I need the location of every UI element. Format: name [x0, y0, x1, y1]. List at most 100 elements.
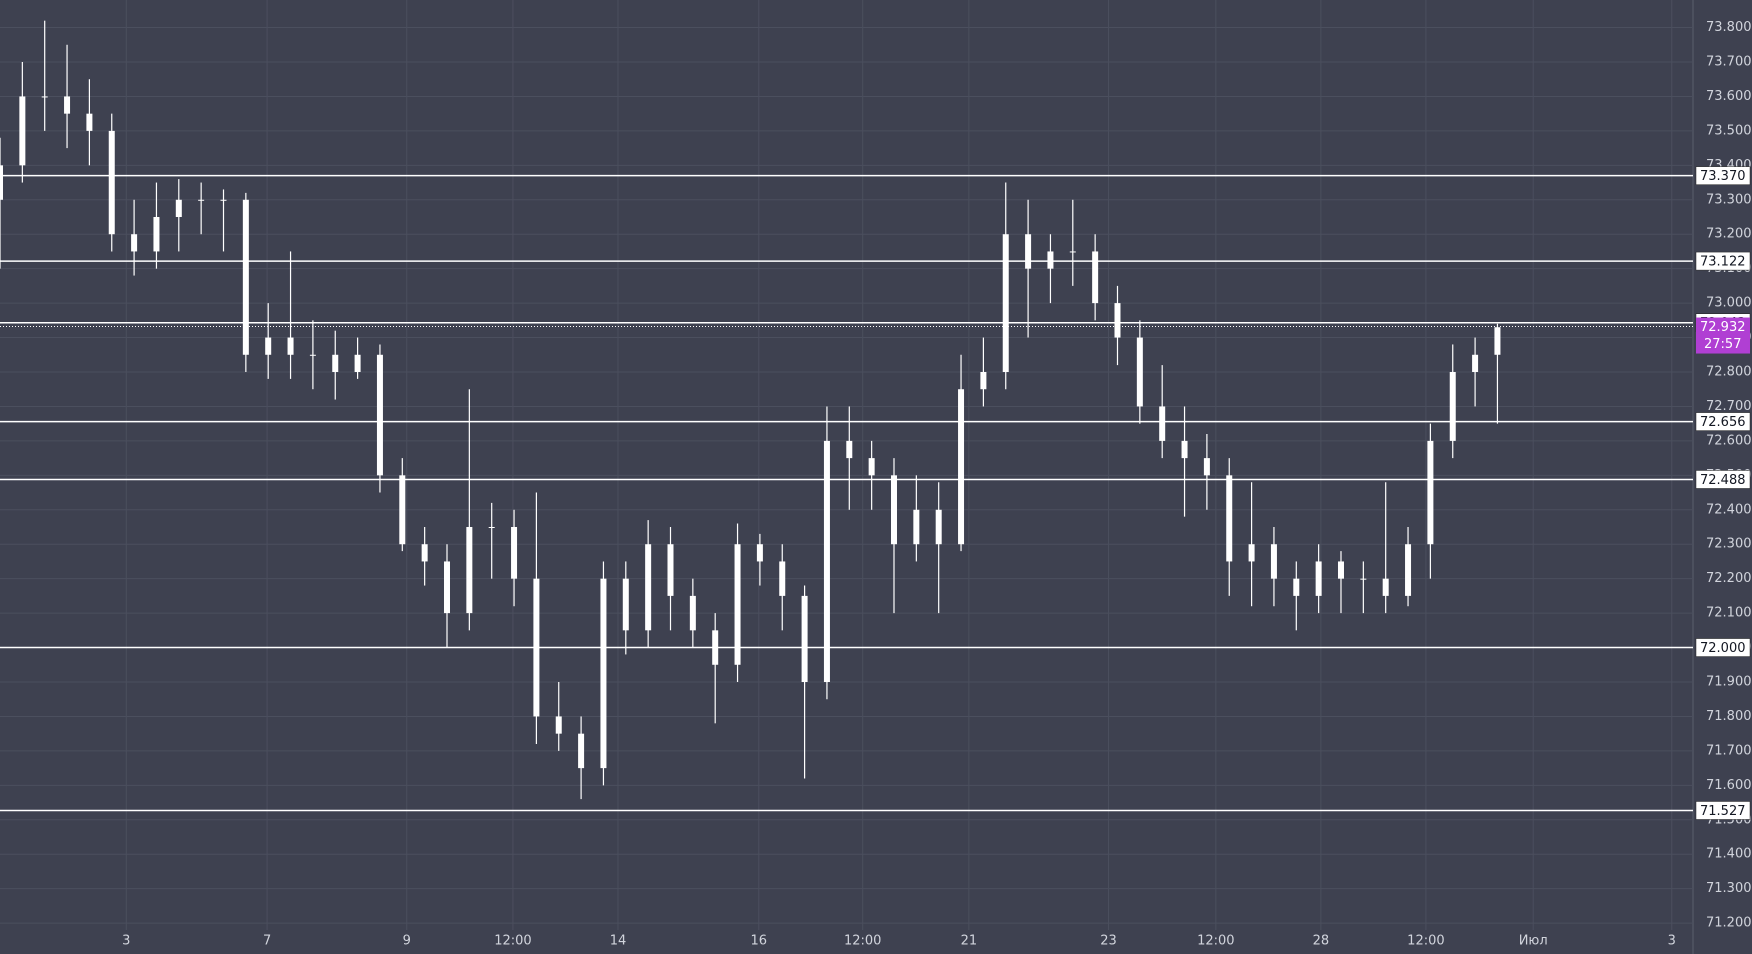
candle-body	[980, 372, 987, 390]
x-tick-label: 12:00	[1407, 934, 1444, 949]
candle-body	[108, 130, 115, 235]
candle-body	[488, 527, 495, 528]
candle-body	[332, 354, 339, 372]
y-tick-label: 71.200	[1706, 916, 1752, 931]
candle-body	[779, 561, 786, 596]
candle-body	[1494, 327, 1501, 355]
y-tick-label: 73.600	[1706, 89, 1752, 104]
y-tick-label: 72.700	[1706, 399, 1752, 414]
candle-body	[1047, 251, 1054, 269]
candle-body	[578, 733, 585, 769]
candle-body	[1114, 303, 1121, 338]
candle-body	[1025, 234, 1032, 269]
candle-body	[175, 199, 182, 217]
candle-body	[1449, 372, 1456, 441]
y-tick-label: 73.000	[1706, 296, 1752, 311]
candle-body	[1427, 440, 1434, 545]
candle-body	[287, 337, 294, 355]
candle-body	[0, 165, 3, 200]
x-tick-label: 9	[403, 934, 411, 949]
candle-body	[1270, 544, 1277, 579]
candle-body	[41, 96, 48, 98]
level-label-box	[1695, 251, 1751, 271]
candle-body	[1248, 544, 1255, 562]
level-label: 72.000	[1700, 641, 1746, 656]
countdown-label: 27:57	[1704, 337, 1741, 352]
candle-body	[153, 217, 160, 252]
level-label-box	[1695, 470, 1751, 489]
candle-body	[801, 595, 808, 682]
y-tick-label: 71.900	[1706, 675, 1752, 690]
candle-body	[1181, 440, 1188, 459]
candle-body	[1002, 234, 1009, 372]
x-tick-label: 7	[263, 934, 271, 949]
level-label-box	[1695, 638, 1751, 657]
x-tick-label: 21	[961, 934, 978, 949]
x-tick-label: 3	[122, 934, 130, 949]
x-tick-label: 12:00	[494, 934, 531, 949]
y-tick-label: 71.400	[1706, 847, 1752, 862]
level-label: 73.122	[1700, 255, 1746, 270]
candle-body	[689, 595, 696, 631]
candle-body	[354, 354, 361, 372]
candle-body	[600, 578, 607, 769]
x-tick-label: Июл	[1519, 934, 1548, 949]
candle-body	[645, 544, 652, 631]
candle-body	[935, 509, 942, 545]
candle-body	[265, 337, 272, 355]
candle-body	[555, 716, 562, 734]
y-tick-label: 72.100	[1706, 606, 1752, 621]
level-label-box	[1695, 412, 1751, 431]
x-tick-label: 16	[751, 934, 768, 949]
y-tick-label: 73.300	[1706, 192, 1752, 207]
current-price-box	[1696, 317, 1750, 354]
candle-body	[86, 113, 93, 131]
y-tick-label: 72.200	[1706, 571, 1752, 586]
y-tick-label: 71.800	[1706, 709, 1752, 724]
candle-body	[622, 578, 629, 631]
y-tick-label: 72.600	[1706, 433, 1752, 448]
level-label: 71.527	[1700, 804, 1746, 819]
y-tick-label: 72.400	[1706, 502, 1752, 517]
candle-body	[1315, 561, 1322, 596]
candle-body	[1405, 544, 1412, 596]
candle-body	[890, 475, 897, 545]
y-tick-label: 71.600	[1706, 778, 1752, 793]
candle-body	[1337, 561, 1344, 579]
y-tick-label: 73.700	[1706, 55, 1752, 70]
candle-body	[734, 544, 741, 665]
candle-body	[131, 234, 138, 252]
candle-body	[1360, 578, 1367, 580]
level-label-box	[1695, 801, 1751, 820]
candle-body	[667, 544, 674, 596]
level-label: 72.488	[1700, 473, 1746, 488]
level-label: 73.370	[1700, 169, 1746, 184]
y-tick-label: 71.700	[1706, 743, 1752, 758]
candle-body	[913, 509, 920, 545]
candle-body	[1092, 251, 1099, 304]
candle-body	[958, 389, 965, 545]
level-label: 72.656	[1700, 415, 1746, 430]
candle-body	[1472, 354, 1479, 372]
candle-body	[1203, 458, 1210, 476]
candle-body	[1226, 475, 1233, 562]
y-tick-label: 73.500	[1706, 123, 1752, 138]
y-tick-label: 72.800	[1706, 365, 1752, 380]
candle-body	[846, 440, 853, 459]
x-tick-label: 23	[1100, 934, 1117, 949]
x-tick-label: 28	[1313, 934, 1330, 949]
x-tick-label: 14	[610, 934, 627, 949]
candle-body	[309, 354, 316, 356]
y-tick-label: 73.800	[1706, 20, 1752, 35]
current-price-label: 72.932	[1700, 320, 1746, 335]
candle-body	[756, 544, 763, 562]
candle-body	[376, 354, 383, 476]
candle-body	[399, 475, 406, 545]
candle-body	[823, 440, 830, 682]
candle-body	[1159, 406, 1166, 441]
candle-body	[242, 199, 249, 355]
candle-body	[421, 544, 428, 562]
